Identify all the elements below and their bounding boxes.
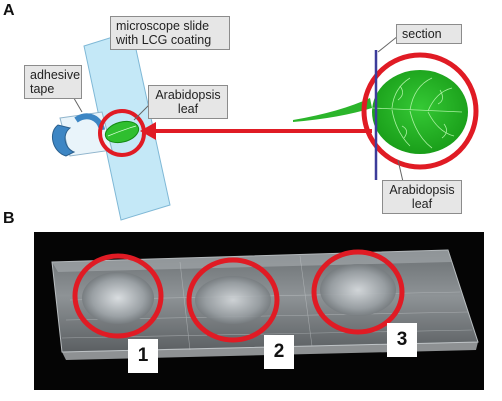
- section-2: [195, 276, 271, 324]
- number-2: 2: [264, 335, 294, 369]
- number-3: 3: [387, 323, 417, 357]
- section-3: [320, 264, 396, 316]
- number-1: 1: [128, 339, 158, 373]
- section-1: [82, 272, 154, 324]
